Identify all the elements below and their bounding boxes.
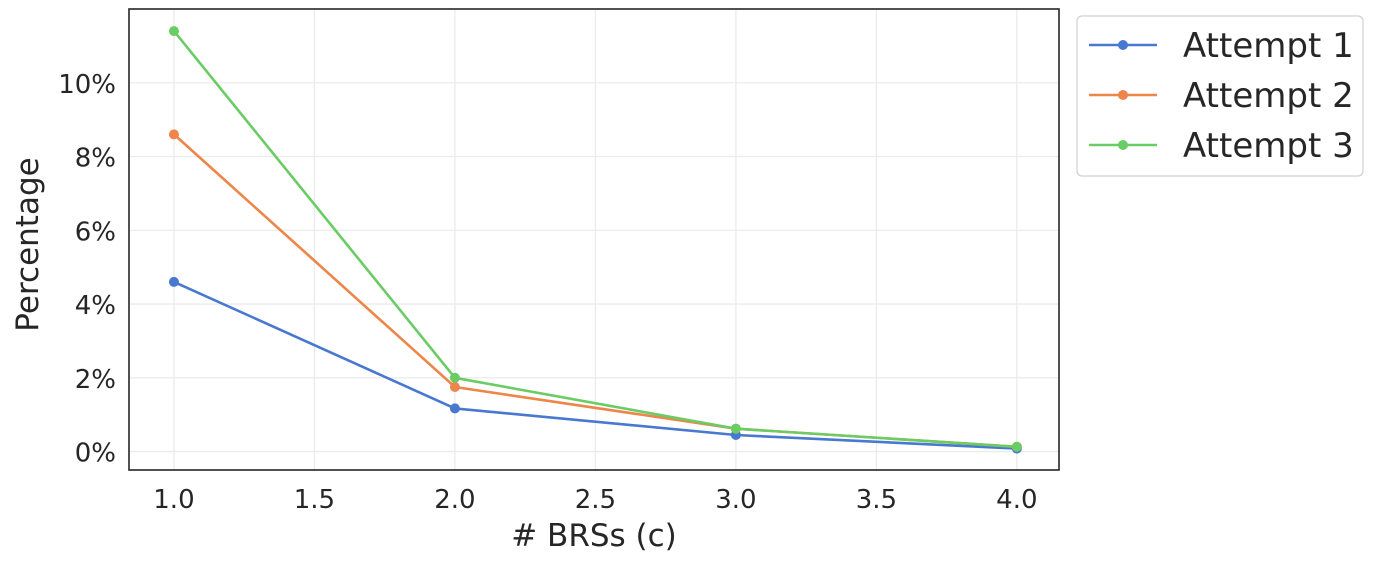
legend-marker	[1118, 90, 1128, 100]
x-tick-label: 3.5	[856, 485, 897, 515]
x-tick-label: 2.0	[434, 485, 475, 515]
legend-box	[1076, 15, 1364, 177]
data-point	[168, 26, 179, 37]
legend-marker	[1118, 140, 1128, 150]
data-point	[730, 423, 741, 434]
x-axis-ticks: 1.0 1.5 2.0 2.5 3.0 3.5 4.0	[153, 485, 1037, 515]
y-axis-title: Percentage	[10, 157, 46, 331]
legend-marker	[1118, 40, 1128, 50]
legend-label: Attempt 3	[1183, 126, 1354, 166]
y-tick-label: 8%	[75, 144, 116, 174]
y-tick-label: 6%	[75, 217, 116, 247]
data-point	[168, 276, 179, 287]
x-axis-title: # BRSs (c)	[511, 518, 677, 554]
y-tick-label: 4%	[75, 291, 116, 321]
x-tick-label: 2.5	[575, 485, 616, 515]
x-tick-label: 3.0	[715, 485, 756, 515]
x-tick-label: 1.0	[153, 485, 194, 515]
data-point	[449, 372, 460, 383]
data-point	[449, 403, 460, 414]
legend-item: Attempt 2	[1089, 76, 1354, 116]
series-group	[168, 26, 1022, 454]
legend-label: Attempt 2	[1183, 76, 1354, 116]
series-line	[172, 30, 1017, 449]
y-axis-ticks: 0% 2% 4% 6% 8% 10%	[58, 70, 116, 469]
legend-label: Attempt 1	[1183, 26, 1354, 66]
series-3	[168, 26, 1022, 452]
legend-item: Attempt 3	[1089, 126, 1354, 166]
series-line	[173, 280, 1017, 450]
x-tick-label: 1.5	[294, 485, 335, 515]
plot-frame	[128, 8, 1060, 471]
legend-item: Attempt 1	[1089, 26, 1354, 66]
data-point	[449, 382, 460, 393]
x-tick-label: 4.0	[996, 485, 1037, 515]
legend: Attempt 1 Attempt 2 Attempt 3	[1076, 15, 1364, 177]
grid-lines	[129, 9, 1059, 470]
y-tick-label: 10%	[58, 70, 116, 100]
y-tick-label: 0%	[75, 439, 116, 469]
data-point	[168, 129, 179, 140]
y-tick-label: 2%	[75, 365, 116, 395]
data-point	[1011, 441, 1022, 452]
